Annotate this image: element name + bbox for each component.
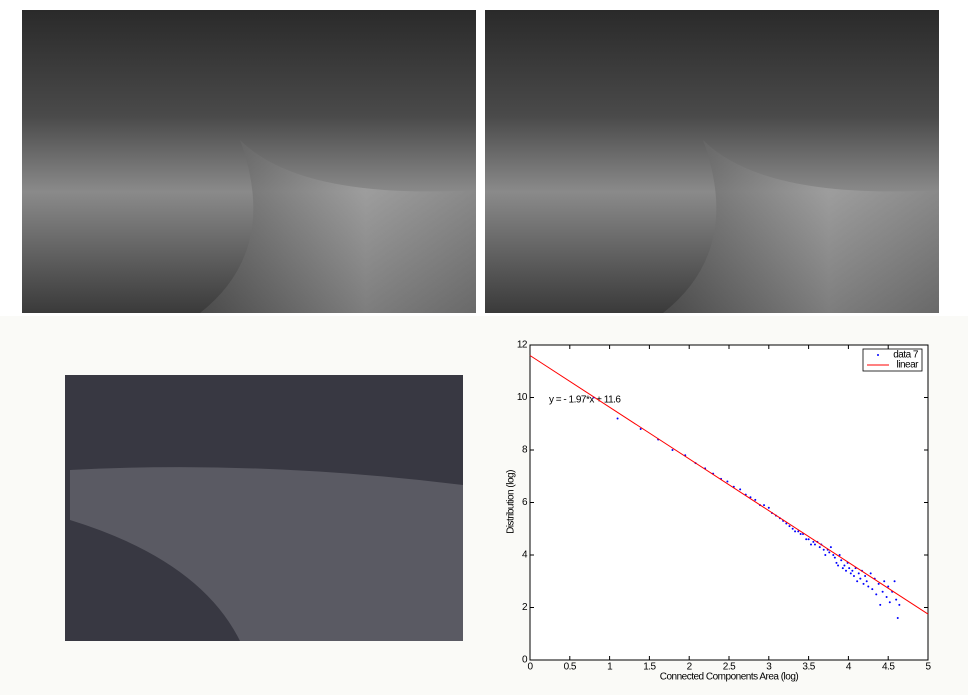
data-point [819, 546, 821, 548]
data-point [812, 541, 814, 543]
photo-right [485, 10, 939, 313]
data-point [864, 575, 866, 577]
y-axis-label: Distribution (log) [506, 470, 517, 534]
data-point [883, 580, 885, 582]
data-point [835, 562, 837, 564]
data-point [856, 580, 858, 582]
figure: Connected Components Area (log) Distribu… [0, 0, 968, 695]
data-point [845, 570, 847, 572]
data-point [837, 565, 839, 567]
data-point [889, 601, 891, 603]
data-point [870, 572, 872, 574]
data-point [726, 481, 728, 483]
data-point [832, 554, 834, 556]
data-point [792, 528, 794, 530]
data-point [739, 488, 741, 490]
data-point [768, 507, 770, 509]
photo-left [22, 10, 476, 313]
legend-swatch [877, 354, 879, 356]
data-point [823, 549, 825, 551]
data-point [850, 572, 852, 574]
data-point [848, 567, 850, 569]
x-tick-label: 1.5 [643, 662, 656, 673]
x-tick-label: 3.5 [802, 662, 815, 673]
data-point [830, 546, 832, 548]
data-point [800, 533, 802, 535]
data-point [859, 578, 861, 580]
data-point [853, 575, 855, 577]
legend-label: linear [897, 360, 920, 371]
data-point [754, 499, 756, 501]
data-point [863, 583, 865, 585]
data-point [878, 583, 880, 585]
data-point [851, 570, 853, 572]
data-point [879, 604, 881, 606]
x-tick-label: 0.5 [564, 662, 577, 673]
data-point [897, 617, 899, 619]
data-point [814, 544, 816, 546]
x-axis-label: Connected Components Area (log) [660, 672, 799, 683]
data-point [894, 580, 896, 582]
data-point [671, 449, 673, 451]
data-point [882, 591, 884, 593]
data-point [794, 530, 796, 532]
data-point [840, 559, 842, 561]
x-tick-label: 2.5 [723, 662, 736, 673]
data-point [858, 572, 860, 574]
data-point [824, 554, 826, 556]
binary-image [65, 375, 463, 641]
data-point [875, 593, 877, 595]
data-point [810, 544, 812, 546]
data-point [828, 551, 830, 553]
data-point [886, 596, 888, 598]
y-tick-label: 10 [517, 392, 528, 403]
data-point [842, 567, 844, 569]
data-point [834, 557, 836, 559]
data-point [843, 565, 845, 567]
data-point [898, 604, 900, 606]
data-point [867, 586, 869, 588]
data-point [788, 525, 790, 527]
data-point [763, 504, 765, 506]
data-point [895, 599, 897, 601]
data-point [866, 580, 868, 582]
plot-area [530, 345, 928, 660]
page: Connected Components Area (log) Distribu… [0, 0, 968, 695]
data-point [808, 538, 810, 540]
data-point [617, 418, 619, 420]
data-point [871, 588, 873, 590]
fit-annotation: y = - 1.97*x + 11.6 [549, 395, 621, 406]
y-tick-label: 12 [517, 340, 528, 351]
x-tick-label: 4.5 [882, 662, 895, 673]
data-point [805, 538, 807, 540]
